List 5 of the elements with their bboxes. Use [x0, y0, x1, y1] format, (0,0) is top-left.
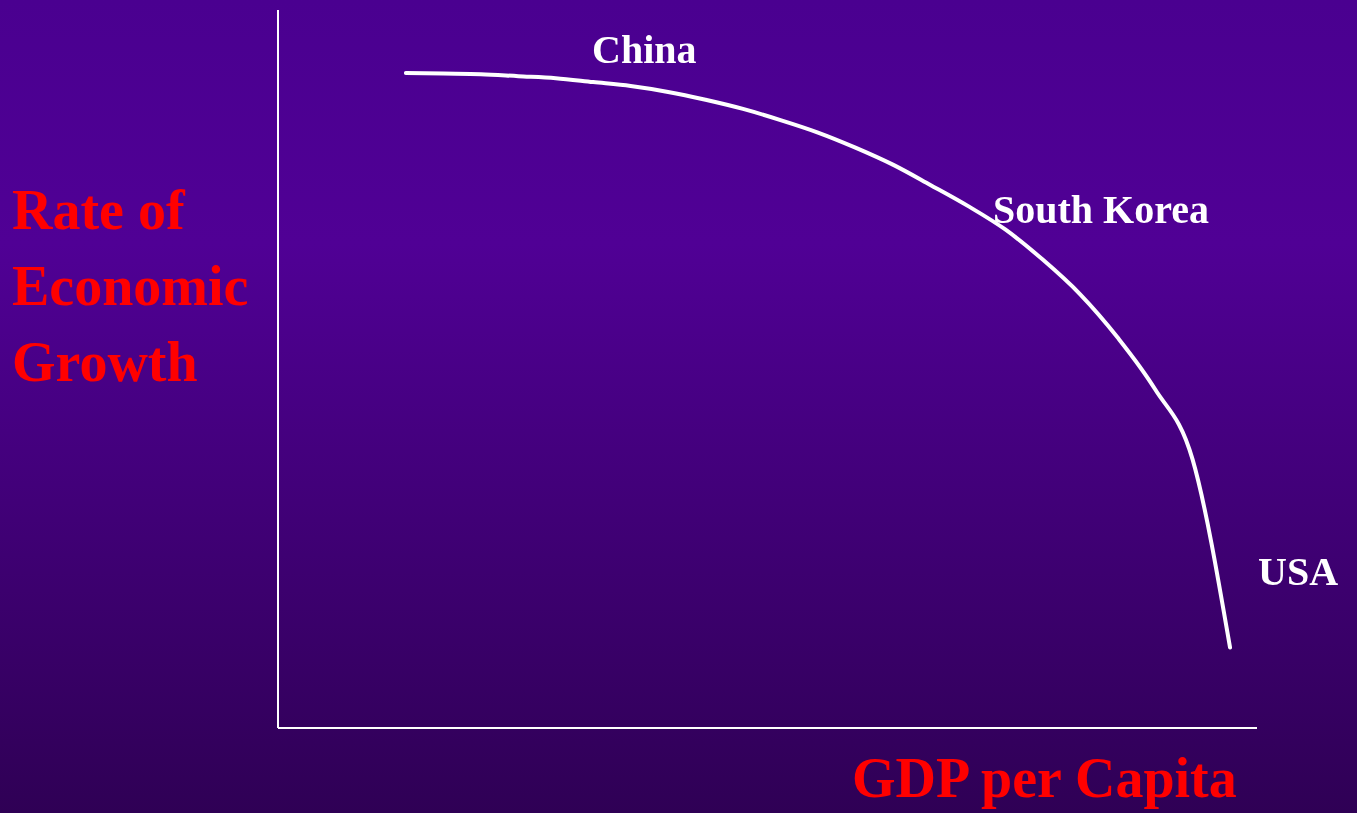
- text: USA: [1258, 548, 1339, 596]
- text: China: [592, 26, 697, 74]
- x-axis-title: GDP per Capita: [852, 746, 1237, 810]
- annotation: South Korea: [993, 186, 1209, 234]
- y-axis-title: Rate of Economic Growth: [12, 178, 250, 395]
